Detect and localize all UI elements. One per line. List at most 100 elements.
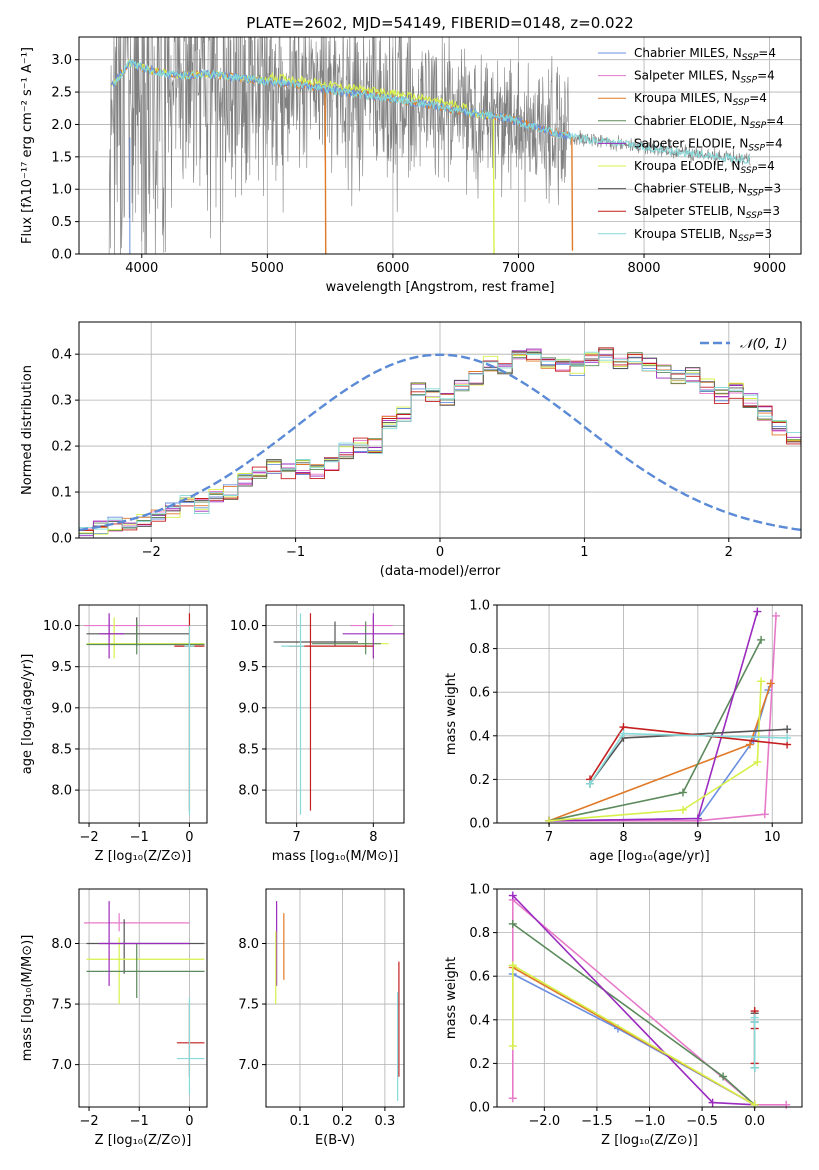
point-kroupa-stelib xyxy=(184,625,195,815)
y-tick-label: 8.5 xyxy=(51,742,72,757)
x-tick-label: 7000 xyxy=(502,261,535,276)
y-tick-label: 0.0 xyxy=(469,1101,490,1116)
marker xyxy=(750,1013,759,1022)
x-axis-label: E(B-V) xyxy=(315,1133,355,1148)
legend-label: Kroupa STELIB, NSSP=3 xyxy=(634,227,772,244)
marker xyxy=(771,611,780,620)
y-tick-label: 0.0 xyxy=(469,817,490,832)
x-tick-label: −1.5 xyxy=(581,1114,613,1129)
x-tick-label: 2 xyxy=(725,545,733,560)
point-salpeter-miles xyxy=(84,913,190,932)
point-salpeter-miles xyxy=(350,617,393,638)
y-tick-label: 2.5 xyxy=(51,86,72,101)
ticks: 7 8 8.0 8.5 9.0 9.5 10.0 xyxy=(230,619,377,845)
x-tick-label: 0.2 xyxy=(332,1114,353,1129)
y-tick-label: 9.5 xyxy=(51,660,72,675)
x-axis-label: mass [log₁₀(M/M⊙)] xyxy=(272,849,399,864)
point-kroupa-elodie xyxy=(335,621,389,659)
y-tick-label: 0.0 xyxy=(51,248,72,263)
y-tick-label: 1.0 xyxy=(51,183,72,198)
marker xyxy=(719,1072,728,1081)
y-tick-label: 0.4 xyxy=(51,348,72,363)
x-tick-label: 0.3 xyxy=(375,1114,396,1129)
marker xyxy=(678,805,687,814)
histogram-salpeter-elodie xyxy=(79,348,801,537)
model-line-chabrier-miles xyxy=(111,60,572,141)
marker xyxy=(753,757,762,766)
y-tick-label: 0.8 xyxy=(469,642,490,657)
x-tick-label: −2 xyxy=(79,830,98,845)
x-tick-label: 8 xyxy=(619,830,627,845)
legend-label: Salpeter MILES, NSSP=4 xyxy=(634,69,775,86)
plot-area xyxy=(545,607,792,825)
marker xyxy=(783,725,792,734)
x-tick-label: −1 xyxy=(130,830,149,845)
marker xyxy=(745,740,754,749)
histogram-chabrier-stelib xyxy=(79,347,801,538)
x-tick-label: −1 xyxy=(130,1114,149,1129)
x-tick-label: 0.1 xyxy=(290,1114,311,1129)
legend-label: Kroupa ELODIE, NSSP=4 xyxy=(634,159,775,176)
charts-root: 4000 5000 6000 7000 8000 90000.00.51.01.52.02… xyxy=(20,36,803,1148)
histogram-kroupa-stelib xyxy=(79,351,801,530)
x-tick-label: −0.5 xyxy=(686,1114,718,1129)
marker xyxy=(508,961,517,970)
axes-frame xyxy=(78,604,208,824)
x-tick-label: 0.0 xyxy=(744,1114,765,1129)
chart-spectrum: 4000 5000 6000 7000 8000 9000 0.0 0.5 1.0 1.5 2.0 2… xyxy=(20,36,802,295)
model-line-kroupa-stelib xyxy=(113,58,751,165)
histogram-kroupa-elodie xyxy=(79,352,801,535)
plot-area xyxy=(508,891,791,1109)
chart-mass-vs-Z: −2 −1 0 7.0 7.5 8.0 Z [log₁₀(Z/Z⊙)] mass [log₁₀… xyxy=(20,888,208,1148)
y-tick-label: 9.5 xyxy=(238,660,259,675)
series-line-kroupa-elodie xyxy=(511,963,756,1106)
model-line-drop xyxy=(492,116,495,254)
y-axis-label: age [log₁₀(age/yr)] xyxy=(20,654,35,775)
chart-age-vs-mass: 7 8 8.0 8.5 9.0 9.5 10.0 mass [log₁₀(M/M⊙)] xyxy=(230,604,405,864)
x-axis-label: (data-model)/error xyxy=(380,564,501,579)
point-chabrier-stelib xyxy=(273,621,358,647)
y-tick-label: 0.5 xyxy=(51,215,72,230)
y-tick-label: 0.2 xyxy=(469,1057,490,1072)
x-tick-label: 0 xyxy=(185,1114,193,1129)
grid xyxy=(497,604,802,824)
x-axis-label: Z [log₁₀(Z/Z⊙)] xyxy=(95,849,192,864)
legend-label: Chabrier ELODIE, NSSP=4 xyxy=(634,114,784,131)
legend: Chabrier MILES, NSSP=4 Salpeter MILES, NS… xyxy=(598,46,784,244)
y-axis-label: mass [log₁₀(M/M⊙)] xyxy=(20,935,35,1062)
x-tick-label: 8 xyxy=(369,830,377,845)
y-axis-label: mass weight xyxy=(444,673,459,755)
y-tick-label: 10.0 xyxy=(43,619,72,634)
histogram-salpeter-miles xyxy=(79,349,801,532)
chart-weight-vs-age: 7 8 9 10 0.0 0.2 0.4 0.6 0.8 1.0 age [log₁₀(age/yr… xyxy=(444,599,803,864)
histogram-chabrier-elodie xyxy=(79,349,801,534)
marker xyxy=(619,729,628,738)
chart-age-vs-Z: −2 −1 0 8.0 8.5 9.0 9.5 10.0 Z [log₁₀(Z/Z⊙)] age … xyxy=(20,604,208,864)
point-kroupa-stelib xyxy=(281,613,305,815)
marker xyxy=(783,733,792,742)
point-chabrier-stelib xyxy=(86,617,190,647)
ticks: −2 −1 0 1 2 0.0 0.1 0.2 0.3 0.4 xyxy=(51,348,733,560)
series-line-kroupa-miles xyxy=(548,683,772,822)
y-tick-label: 2.0 xyxy=(51,118,72,133)
point-chabrier-stelib xyxy=(86,919,205,974)
x-tick-label: 7 xyxy=(545,830,553,845)
x-tick-label: 9 xyxy=(694,830,702,845)
axes-frame xyxy=(78,888,208,1108)
grid xyxy=(79,605,207,823)
point-kroupa-elodie xyxy=(86,617,205,659)
y-tick-label: 9.0 xyxy=(51,701,72,716)
x-axis-label: wavelength [Angstrom, rest frame] xyxy=(326,280,555,295)
point-kroupa-elodie xyxy=(86,937,205,1005)
point-salpeter-elodie xyxy=(99,613,125,659)
point-chabrier-elodie xyxy=(312,621,381,655)
legend: 𝒩(0, 1) xyxy=(700,337,787,352)
marker xyxy=(585,779,594,788)
y-axis-label: Normed distribution xyxy=(20,365,35,495)
plot-area xyxy=(273,613,404,815)
x-tick-label: 1 xyxy=(580,545,588,560)
marker xyxy=(708,1098,717,1107)
data-spectrum-line xyxy=(108,37,751,254)
series-line-chabrier-elodie xyxy=(512,923,756,1106)
ticks: −2.0 −1.5 −1.0 −0.5 0.0 0.0 0.2 0.4 0.6 0.8 1.0 xyxy=(469,883,765,1130)
